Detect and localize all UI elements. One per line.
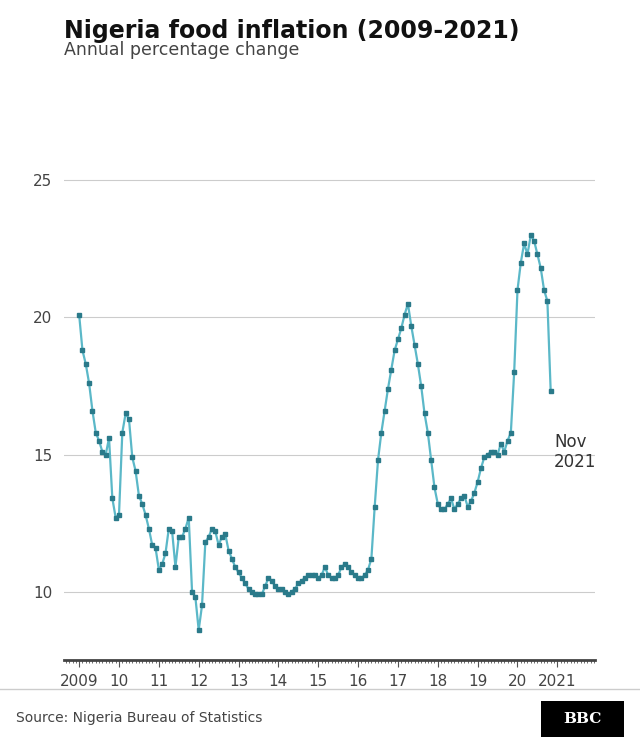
- Text: Nigeria food inflation (2009-2021): Nigeria food inflation (2009-2021): [64, 19, 520, 43]
- Text: Nov
2021: Nov 2021: [554, 433, 596, 471]
- Text: Source: Nigeria Bureau of Statistics: Source: Nigeria Bureau of Statistics: [16, 711, 262, 724]
- Text: Annual percentage change: Annual percentage change: [64, 41, 300, 59]
- Text: BBC: BBC: [563, 712, 602, 726]
